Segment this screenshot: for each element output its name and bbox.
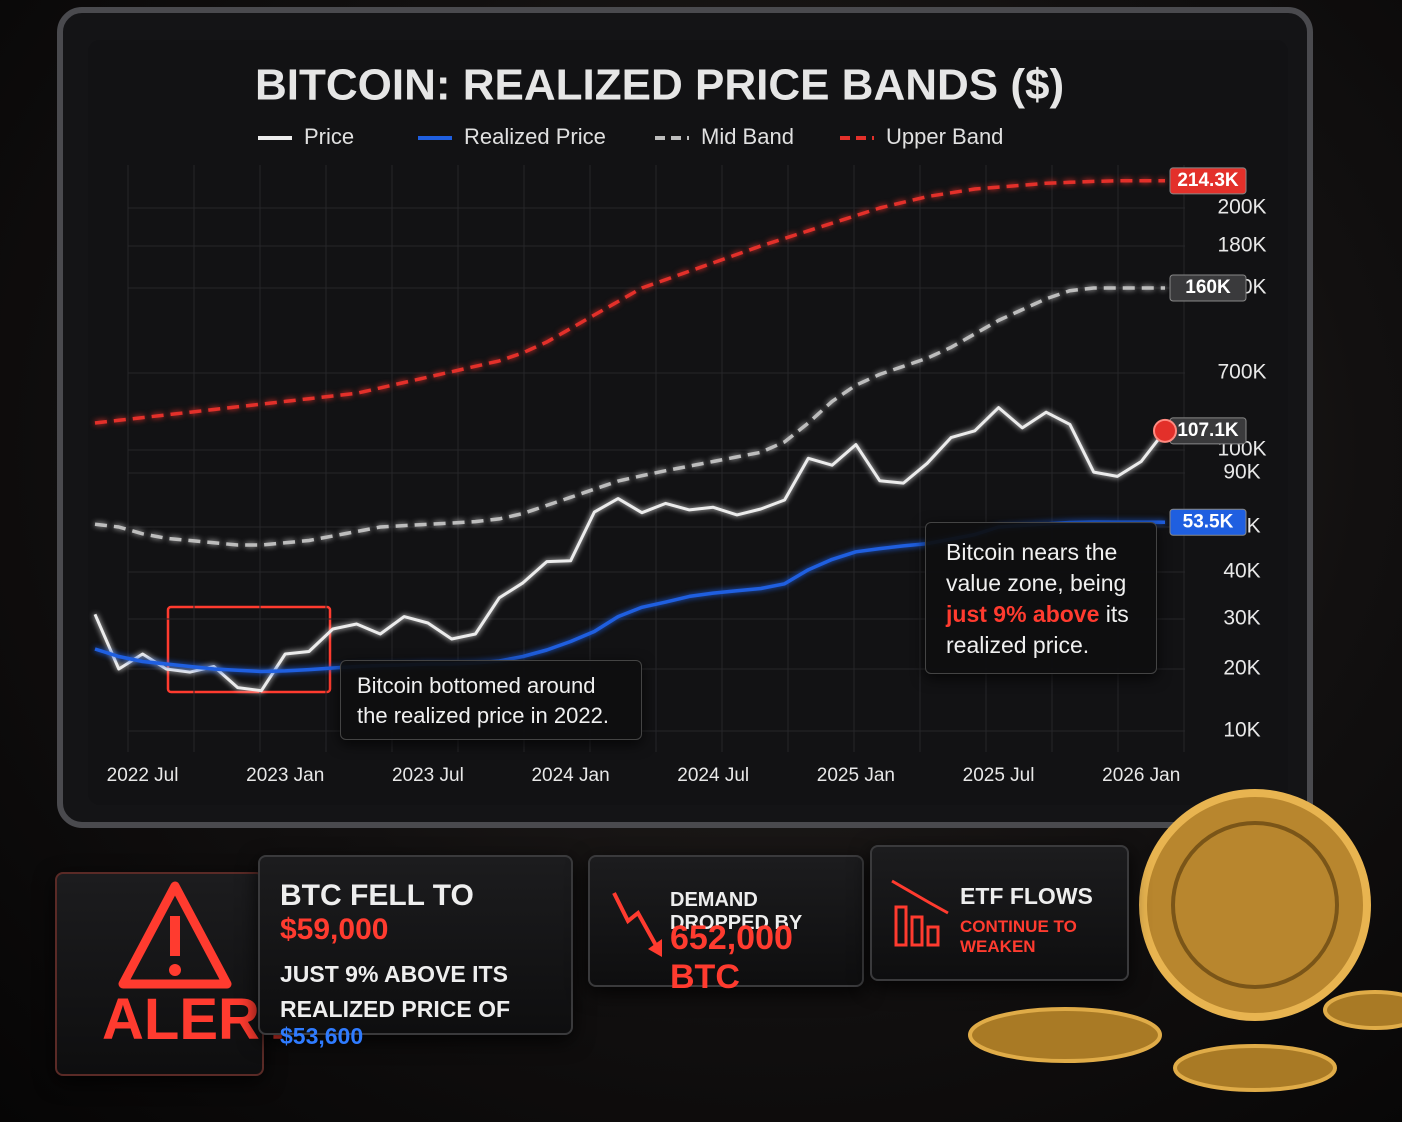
etf-line [891, 879, 949, 915]
y-tick-label: 10K [1223, 719, 1260, 742]
etf-bar [910, 915, 924, 947]
coin-flat [1173, 1044, 1337, 1092]
highlight-box [166, 605, 332, 694]
card-price: $53,600 [280, 1023, 364, 1049]
coin [968, 789, 1402, 1092]
y-tick-label: 90K [1223, 461, 1260, 484]
coin-body [1139, 789, 1371, 1021]
etf-bar [926, 925, 940, 947]
etf-icon [891, 879, 949, 947]
warning-bar [170, 916, 180, 956]
card-text: JUST 9% ABOVE ITS [280, 961, 508, 987]
value-badge [1169, 274, 1247, 302]
coin-flat [968, 1007, 1162, 1063]
legend-label: Mid Band [701, 124, 794, 149]
alert-card: ALERT [55, 872, 295, 1076]
x-tick-label: 2024 Jul [677, 765, 749, 786]
end-marker [1153, 418, 1177, 443]
value-label: 53.5K [1183, 511, 1234, 532]
series-line [94, 179, 1165, 425]
value-label: 160K [1185, 277, 1231, 298]
annotation-text: Bitcoin nears the value zone, being [946, 539, 1127, 596]
card-line: REALIZED PRICE OF $53,600 [280, 996, 551, 1050]
price-card: BTC FELL TO $59,000 JUST 9% ABOVE ITS RE… [258, 855, 573, 1049]
y-tick-label: 20K [1223, 657, 1260, 680]
card-text: REALIZED PRICE OF [280, 996, 511, 1022]
annotation-text: Bitcoin bottomed around the realized pri… [357, 673, 609, 728]
card-value: CONTINUE TO WEAKEN [960, 917, 1077, 956]
card-text: BTC FELL TO [280, 879, 474, 912]
down-arrow [648, 939, 662, 957]
y-tick-label: 30K [1223, 607, 1260, 630]
chart-title: BITCOIN: REALIZED PRICE BANDS ($) [255, 61, 1064, 110]
screen [88, 40, 1288, 805]
warning-dot [169, 964, 181, 976]
x-tick-label: 2022 Jul [107, 765, 179, 786]
demand-card: DEMAND DROPPED BY 652,000 BTC [588, 855, 864, 996]
x-tick-label: 2024 Jan [531, 765, 609, 786]
value-badge [1169, 167, 1247, 195]
coin-flat [1323, 990, 1402, 1030]
y-tick-label: 700K [1217, 361, 1266, 384]
alert-icon [118, 881, 232, 989]
x-tick-label: 2026 Jan [1102, 765, 1180, 786]
card-price: $59,000 [280, 913, 389, 946]
warning-triangle [118, 881, 232, 989]
legend-label: Realized Price [464, 124, 606, 149]
y-tick-label: 40K [1223, 560, 1260, 583]
down-line [612, 892, 660, 950]
card-text: ETF FLOWS [960, 883, 1093, 909]
series-line [94, 286, 1165, 547]
etf-bar [894, 905, 908, 947]
x-tick-label: 2025 Jan [817, 765, 895, 786]
legend-label: Upper Band [886, 124, 1003, 149]
value-label: 214.3K [1177, 170, 1239, 191]
legend-label: Price [304, 124, 354, 149]
y-tick-label: 200K [1217, 196, 1266, 219]
card-text: DEMAND DROPPED BY [670, 889, 803, 934]
card-line: BTC FELL TO $59,000 [280, 879, 551, 947]
annotation-highlight: just 9% above [946, 601, 1100, 627]
annotation-box: Bitcoin bottomed around the realized pri… [340, 660, 642, 740]
annotation-text: its realized price. [946, 601, 1129, 658]
x-tick-label: 2025 Jul [963, 765, 1035, 786]
value-badge [1169, 508, 1247, 536]
y-tick-label: 180K [1217, 234, 1266, 257]
x-tick-label: 2023 Jul [392, 765, 464, 786]
x-tick-label: 2023 Jan [246, 765, 324, 786]
card-value: 652,000 BTC [670, 919, 793, 996]
coin-ring [1171, 821, 1339, 989]
etf-card: ETF FLOWS CONTINUE TO WEAKEN [870, 845, 1129, 981]
down-icon [612, 892, 662, 957]
value-label: 107.1K [1177, 420, 1239, 441]
annotation-box: Bitcoin nears the value zone, being just… [925, 522, 1157, 674]
